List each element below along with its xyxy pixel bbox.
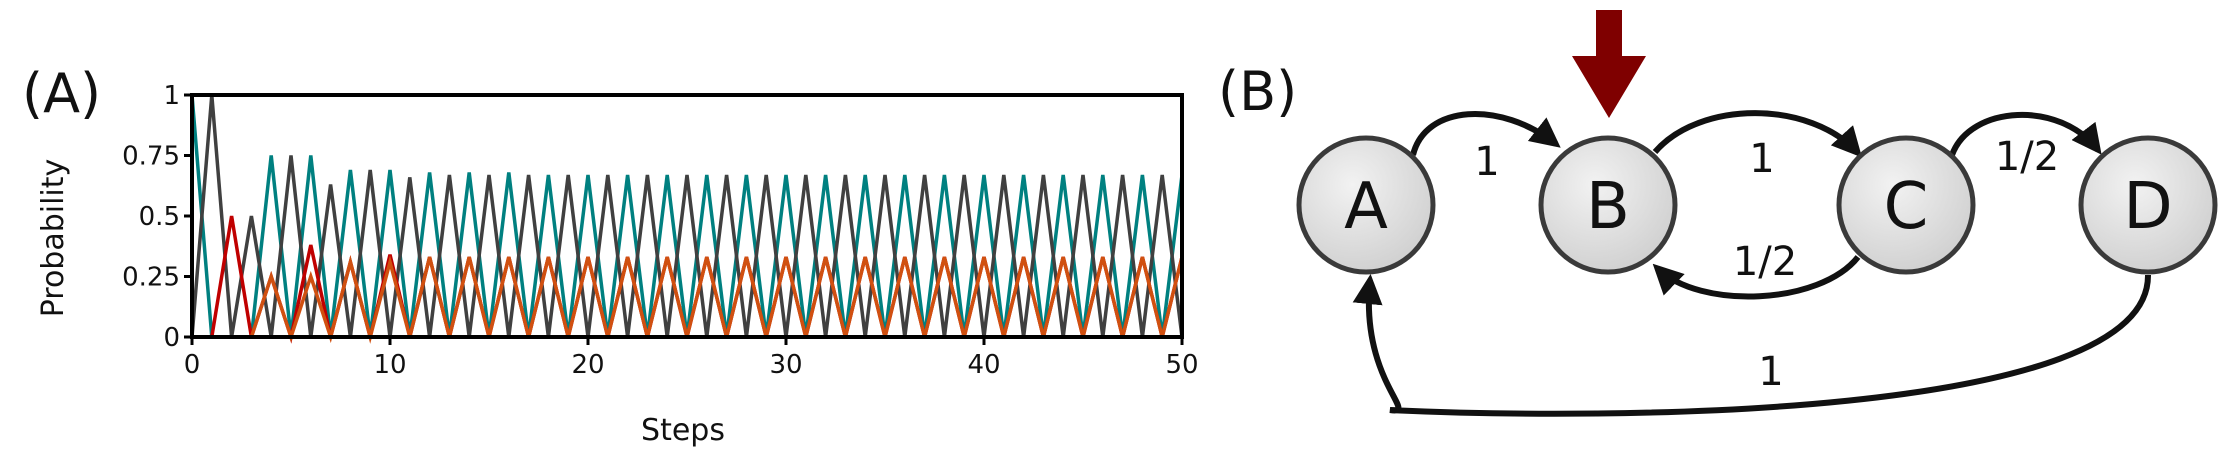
x-tick-label: 30	[769, 350, 802, 380]
y-tick-label: 0.5	[139, 202, 180, 232]
series-line-3	[192, 215, 1184, 344]
plot-lines	[190, 94, 1184, 344]
edge-label-c-d: 1/2	[1995, 134, 2059, 180]
x-ticks: 0 10 20 30 40 50	[184, 337, 1199, 380]
y-axis-label: Probability	[36, 159, 71, 318]
y-ticks: 0 0.25 0.5 0.75 1	[122, 81, 192, 353]
plot-frame	[190, 93, 1184, 339]
y-tick-label: 0	[163, 323, 180, 353]
node-c-label: C	[1884, 170, 1929, 244]
chart-panel: (A) Probability Steps 0 0.25 0.5 0.75 1 0 10 2…	[22, 62, 1199, 448]
start-marker-arrow	[1572, 10, 1646, 118]
edge-c-d	[1949, 111, 2102, 157]
node-b: B	[1538, 135, 1678, 275]
y-tick-label: 0.25	[122, 263, 180, 293]
edge-a-b	[1410, 111, 1561, 156]
panel-label-b: (B)	[1218, 60, 1297, 123]
edge-label-c-b: 1/2	[1733, 239, 1797, 285]
node-d: D	[2078, 135, 2218, 275]
edge-label-d-a: 1	[1758, 349, 1783, 395]
node-a: A	[1296, 135, 1436, 275]
edge-c-b	[1652, 255, 1861, 300]
edge-d-a	[1352, 274, 2152, 417]
panel-label-a: (A)	[22, 62, 101, 125]
x-axis-label: Steps	[641, 413, 725, 448]
node-d-label: D	[2123, 170, 2172, 244]
node-a-label: A	[1344, 170, 1388, 244]
node-b-label: B	[1586, 170, 1630, 244]
edge-label-a-b: 1	[1474, 139, 1499, 185]
diagram-panel: (B) 1 1 1/2 1/2 1 A B C D	[1218, 10, 2218, 417]
x-tick-label: 10	[373, 350, 406, 380]
x-tick-label: 20	[571, 350, 604, 380]
edge-label-b-c: 1	[1749, 136, 1774, 182]
edge-b-c	[1652, 110, 1863, 158]
node-c: C	[1836, 135, 1976, 275]
x-tick-label: 0	[184, 350, 201, 380]
y-tick-label: 1	[163, 81, 180, 111]
x-tick-label: 50	[1165, 350, 1198, 380]
y-tick-label: 0.75	[122, 142, 180, 172]
x-tick-label: 40	[967, 350, 1000, 380]
